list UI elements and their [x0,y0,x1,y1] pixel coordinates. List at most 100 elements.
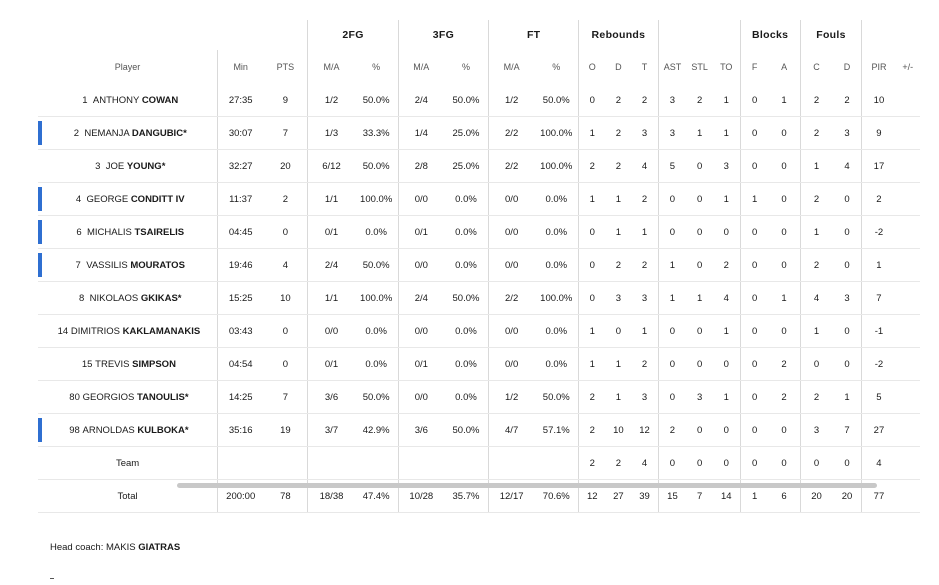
cell-plusminus [895,347,920,381]
col-header-ft-pct[interactable]: % [552,62,561,72]
cell-plusminus [895,479,920,513]
col-header-foul-d[interactable]: D [843,62,851,72]
cell-pir: 5 [861,380,896,414]
player-first-name: ARNOLDAS [82,424,135,436]
col-header-blk-f[interactable]: F [739,50,769,84]
cell-3fg-pct: 0.0% [443,182,489,216]
cell-3fg-pct: 50.0% [443,413,489,447]
player-name-cell[interactable]: 80 GEORGIOS TANOULIS* [38,380,218,414]
col-header-plusminus[interactable]: +/- [902,62,914,72]
cell-reb-t: 2 [631,248,658,282]
col-header-reb-o[interactable]: O [578,50,606,84]
cell-pts: 7 [263,380,308,414]
cell-reb-d: 2 [605,446,632,480]
cell-ft-ma: 4/7 [488,413,535,447]
cell-blk-a: 1 [768,84,801,117]
cell-pts: 0 [263,314,308,348]
cell-ft-pct: 100.0% [534,116,579,150]
cell-blk-f: 0 [739,149,769,183]
cell-foul-c: 1 [799,314,833,348]
cell-ft-pct: 50.0% [534,380,579,414]
col-header-pir[interactable]: PIR [861,50,896,84]
cell-pir: 17 [861,149,896,183]
col-header-min[interactable]: Min [217,50,264,84]
cell-foul-d: 0 [832,248,862,282]
horizontal-scrollbar[interactable] [177,483,877,488]
cell-foul-c: 1 [799,149,833,183]
player-name-cell[interactable]: 1 ANTHONY COWAN [38,84,218,117]
cell-3fg-ma: 0/0 [397,314,444,348]
player-name-cell[interactable]: 6 MICHALIS TSAIRELIS [38,215,218,249]
cell-ft-ma: 0/0 [488,248,535,282]
cell-to: 2 [712,248,741,282]
player-name-cell[interactable]: 14 DIMITRIOS KAKLAMANAKIS [38,314,218,348]
cell-reb-o: 0 [578,215,606,249]
player-first-name: GEORGIOS [82,391,135,403]
player-name-cell[interactable]: 3 JOE YOUNG* [38,149,218,183]
col-header-ft-ma[interactable]: M/A [488,50,535,84]
player-name-cell[interactable]: 2 NEMANJA DANGUBIC* [38,116,218,150]
col-header-player[interactable]: Player [114,62,141,72]
col-header-2fg-pct[interactable]: % [372,62,381,72]
col-header-3fg-ma[interactable]: M/A [397,50,444,84]
starter-indicator [38,253,42,277]
cell-min: 15:25 [217,281,264,315]
table-row: 8 NIKOLAOS GKIKAS* 15:25 10 1/1 100.0% 2/4 50.0… [38,281,920,315]
cell-ft-pct: 0.0% [534,314,579,348]
col-header-2fg-ma[interactable]: M/A [307,50,355,84]
cell-plusminus [895,182,920,216]
player-number: 3 [95,160,101,172]
player-name-cell[interactable]: 15 TREVIS SIMPSON [38,347,218,381]
col-header-3fg-pct[interactable]: % [461,62,470,72]
cell-min [217,446,264,480]
cell-blk-f: 0 [739,116,769,150]
player-name-cell[interactable]: 7 VASSILIS MOURATOS [38,248,218,282]
cell-foul-d: 0 [832,347,862,381]
col-header-ast[interactable]: AST [657,50,687,84]
player-last-name: KAKLAMANAKIS [122,325,201,337]
cell-3fg-pct: 25.0% [443,116,489,150]
head-coach-label: Head coach: [50,542,104,553]
col-header-reb-t[interactable]: T [641,62,648,72]
cell-min: 04:45 [217,215,264,249]
cell-reb-o: 0 [578,281,606,315]
table-row: 7 VASSILIS MOURATOS 19:46 4 2/4 50.0% 0/0 0.0% 0… [38,248,920,282]
cell-pir: 2 [861,182,896,216]
cell-pir: -2 [861,347,896,381]
player-name-cell[interactable]: 8 NIKOLAOS GKIKAS* [38,281,218,315]
cell-stl: 3 [686,380,713,414]
player-mark: * [177,292,182,304]
cell-reb-d: 2 [605,116,632,150]
boxscore-table: 2FG 3FG FT Rebounds Blocks Fouls Player … [38,20,920,513]
cell-ast: 0 [657,314,687,348]
cell-stl: 0 [686,215,713,249]
cell-2fg-ma [307,446,355,480]
cell-reb-d: 1 [605,380,632,414]
col-header-reb-d[interactable]: D [615,62,622,72]
cell-reb-d: 1 [605,182,632,216]
cell-blk-a: 0 [768,182,801,216]
col-header-foul-c[interactable]: C [799,50,833,84]
cell-plusminus [895,281,920,315]
col-header-stl[interactable]: STL [691,62,708,72]
cell-plusminus [895,215,920,249]
player-last-name: SIMPSON [132,358,176,370]
cell-plusminus [895,413,920,447]
cell-ft-ma: 1/2 [488,380,535,414]
cell-3fg-ma: 0/0 [397,182,444,216]
cell-foul-d: 3 [832,281,862,315]
cell-reb-t: 2 [631,347,658,381]
cell-ft-pct [534,446,579,480]
table-row: 80 GEORGIOS TANOULIS* 14:25 7 3/6 50.0% 0/0 0.0… [38,380,920,414]
table-row: 4 GEORGE CONDITT IV 11:37 2 1/1 100.0% 0/0 0.0%… [38,182,920,216]
player-name-cell[interactable]: 4 GEORGE CONDITT IV [38,182,218,216]
cell-2fg-ma: 0/1 [307,215,355,249]
col-header-to[interactable]: TO [720,62,733,72]
player-name-cell[interactable]: 98 ARNOLDAS KULBOKA* [38,413,218,447]
col-header-pts[interactable]: PTS [276,62,295,72]
player-last-name: YOUNG [126,160,162,172]
col-header-blk-a[interactable]: A [781,62,788,72]
cell-min: 04:54 [217,347,264,381]
cell-plusminus [895,248,920,282]
cell-foul-d: 2 [832,84,862,117]
